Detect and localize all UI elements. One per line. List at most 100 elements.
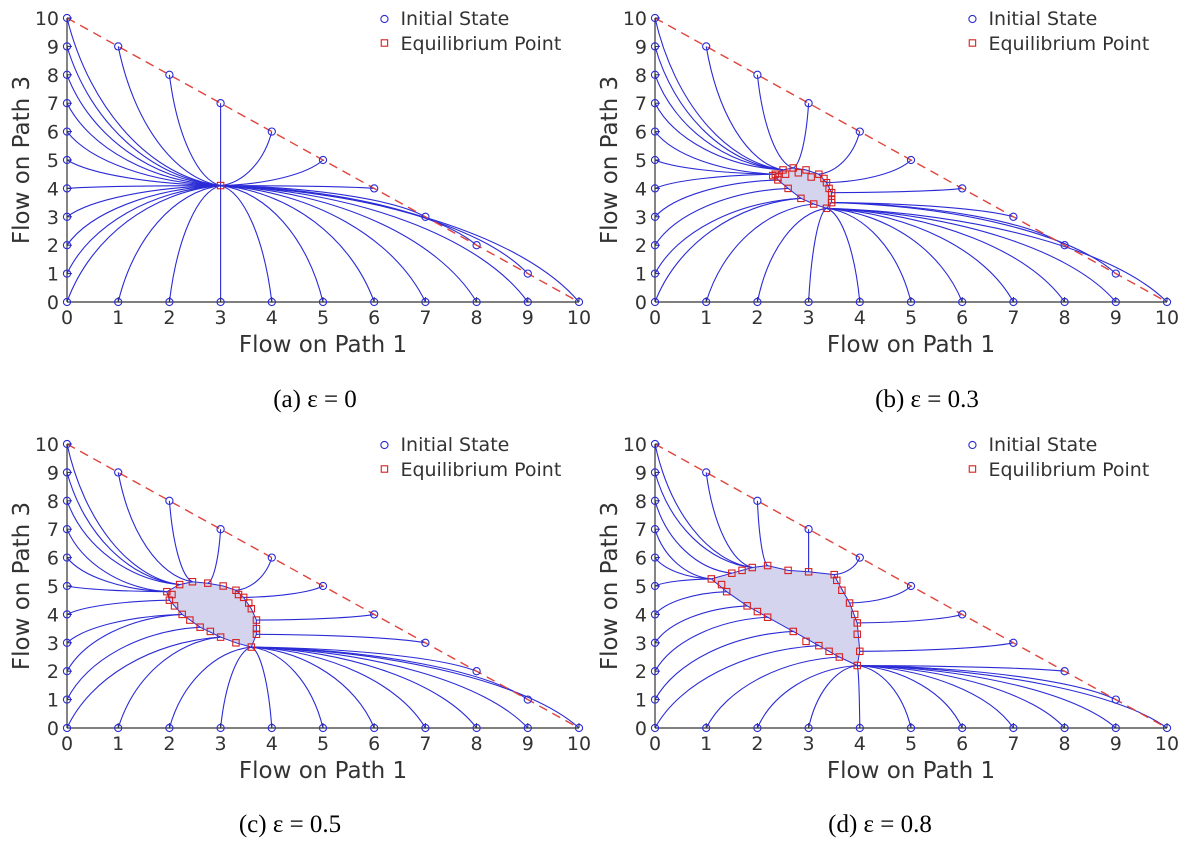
initial-state-marker: [114, 723, 123, 733]
initial-state-marker: [650, 127, 660, 136]
trajectory-curve: [66, 443, 180, 586]
trajectory-curve: [251, 646, 478, 729]
trajectory-curve: [756, 207, 827, 303]
y-tick-label: 2: [635, 235, 647, 257]
x-tick-label: 1: [700, 733, 712, 755]
x-tick-label: 8: [1059, 733, 1071, 755]
initial-state-marker: [421, 638, 430, 647]
equilibrium-point-marker: [789, 627, 797, 636]
y-tick-label: 6: [635, 548, 647, 570]
legend-initial-label: Initial State: [400, 8, 509, 30]
trajectory-curve: [251, 646, 375, 729]
trajectory-curve: [756, 664, 858, 729]
equilibrium-point-marker: [763, 613, 772, 621]
x-tick-label: 6: [368, 733, 380, 755]
y-tick-label: 9: [47, 36, 59, 58]
equilibrium-point-marker: [216, 633, 225, 641]
trajectory-curve: [857, 664, 912, 729]
initial-state-marker: [702, 297, 711, 307]
legend-equilibrium-label: Equilibrium Point: [400, 33, 561, 55]
trajectory-curve: [856, 665, 861, 729]
legend-initial-marker: [968, 440, 977, 450]
equilibrium-point-marker: [247, 643, 256, 651]
trajectory-curve: [826, 207, 1168, 303]
trajectory-curve: [66, 102, 221, 187]
caption-c: (c) ε = 0.5: [239, 811, 341, 838]
y-tick-label: 8: [47, 491, 59, 513]
trajectory-curve: [654, 159, 776, 175]
x-tick-label: 3: [215, 307, 227, 329]
trajectory-curve: [66, 74, 221, 187]
boundary-dashed-line: [66, 443, 580, 729]
x-tick-label: 9: [522, 307, 534, 329]
initial-state-marker: [472, 723, 481, 733]
equilibrium-region: [774, 167, 833, 209]
equilibrium-point-marker: [175, 580, 184, 589]
y-tick-label: 6: [635, 122, 647, 144]
y-axis-label: Flow on Path 3: [9, 76, 35, 244]
initial-state-marker: [958, 723, 967, 733]
trajectory-curve: [220, 185, 529, 303]
x-tick-label: 3: [803, 733, 815, 755]
initial-state-marker: [804, 99, 813, 108]
equilibrium-point-marker: [247, 604, 256, 613]
equilibrium-point-marker: [219, 582, 227, 590]
initial-state-marker: [1162, 297, 1172, 307]
trajectory-curve: [834, 557, 861, 576]
initial-state-marker: [1009, 723, 1018, 733]
x-tick-label: 0: [649, 307, 661, 329]
equilibrium-point-marker: [835, 653, 844, 661]
equilibrium-point-marker: [748, 563, 757, 572]
boundary-dashed-line: [66, 17, 580, 303]
initial-state-marker: [216, 99, 225, 108]
trajectory-curve: [705, 203, 814, 303]
equilibrium-point-marker: [815, 170, 823, 178]
initial-state-marker: [958, 297, 967, 307]
initial-state-marker: [114, 42, 123, 51]
equilibrium-point-marker: [188, 577, 197, 586]
initial-state-marker: [650, 212, 660, 221]
initial-state-marker: [1111, 297, 1120, 307]
trajectory-curve: [808, 207, 827, 303]
trajectory-curve: [66, 500, 180, 586]
trajectory-curve: [250, 646, 273, 729]
boundary-dashed-line: [654, 17, 1168, 303]
trajectory-curve: [826, 207, 1117, 303]
trajectory-curve: [117, 46, 221, 187]
initial-state-marker: [370, 184, 379, 193]
trajectory-curve: [66, 185, 221, 274]
trajectory-curve: [654, 616, 768, 672]
y-tick-label: 2: [47, 661, 59, 683]
y-tick-label: 3: [635, 633, 647, 655]
y-tick-label: 4: [635, 178, 647, 200]
initial-state-marker: [1060, 241, 1069, 250]
trajectory-curve: [66, 17, 221, 187]
initial-state-marker: [906, 297, 916, 307]
initial-state-marker: [1060, 723, 1069, 733]
x-tick-label: 7: [1007, 733, 1019, 755]
y-axis-label: Flow on Path 3: [597, 502, 623, 670]
trajectory-curve: [251, 646, 580, 729]
initial-state-marker: [216, 525, 225, 534]
initial-state-marker: [650, 581, 660, 591]
x-tick-label: 8: [1059, 307, 1071, 329]
x-tick-label: 9: [1110, 733, 1122, 755]
trajectory-curve: [826, 207, 1066, 303]
trajectory-curve: [654, 131, 776, 175]
trajectory-curve: [66, 599, 170, 615]
trajectory-curve: [66, 636, 221, 729]
initial-state-marker: [523, 297, 532, 307]
initial-state-marker: [114, 297, 123, 307]
y-tick-label: 3: [635, 207, 647, 229]
trajectory-curve: [220, 185, 324, 303]
equilibrium-point-marker: [232, 639, 240, 647]
y-tick-label: 5: [635, 150, 647, 172]
initial-state-marker: [523, 723, 532, 733]
equilibrium-point-marker: [196, 623, 204, 631]
trajectory-curve: [857, 664, 1168, 729]
y-tick-label: 9: [47, 462, 59, 484]
